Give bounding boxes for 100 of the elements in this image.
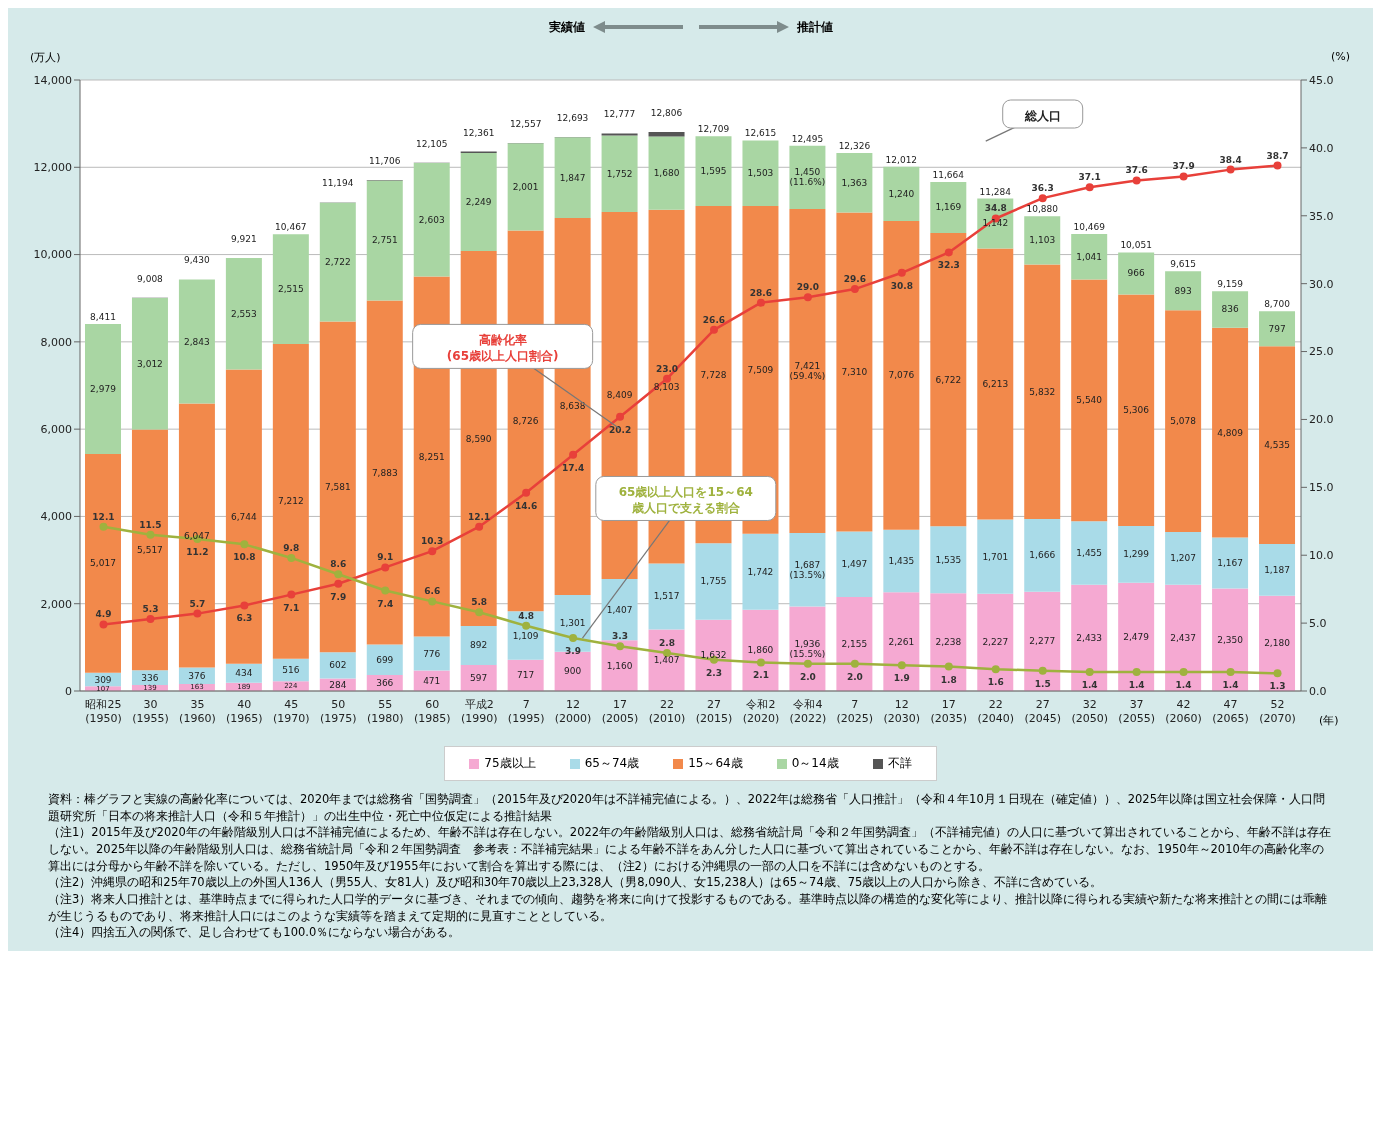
data-label: 7,310 bbox=[841, 367, 868, 378]
point bbox=[193, 609, 202, 618]
total-label: 9,615 bbox=[1170, 259, 1196, 270]
y-tick-label: 14,000 bbox=[33, 73, 72, 87]
data-label: 2,227 bbox=[982, 637, 1009, 648]
y-tick-label: 8,000 bbox=[40, 335, 72, 349]
bar bbox=[1024, 264, 1061, 519]
x-tick-label: 55 (1980) bbox=[366, 698, 404, 725]
total-label: 9,008 bbox=[137, 273, 164, 284]
point bbox=[381, 563, 390, 572]
x-tick-label: 35 (1960) bbox=[179, 698, 216, 725]
bar bbox=[883, 529, 920, 593]
point bbox=[287, 553, 296, 562]
data-label: 2,603 bbox=[418, 214, 445, 225]
data-label: 7,581 bbox=[324, 481, 351, 492]
bar bbox=[85, 453, 121, 673]
data-label: 7,728 bbox=[700, 369, 727, 380]
x-tick-label: 27 (2015) bbox=[695, 698, 733, 725]
total-label: 12,615 bbox=[744, 128, 777, 139]
data-label: 1,207 bbox=[1170, 553, 1196, 564]
point bbox=[475, 608, 484, 617]
data-label: 1.4 bbox=[1081, 679, 1098, 690]
point bbox=[1226, 165, 1235, 174]
data-label: 12.1 bbox=[92, 511, 115, 522]
data-label: 2,261 bbox=[888, 636, 915, 647]
total-label: 12,361 bbox=[462, 127, 495, 138]
data-label: 8,409 bbox=[606, 390, 633, 401]
x-tick-label: 32 (2050) bbox=[1071, 698, 1108, 725]
data-label: 2,843 bbox=[184, 336, 210, 347]
bar bbox=[742, 609, 779, 691]
data-label: 2,155 bbox=[841, 638, 868, 649]
data-label: 4,535 bbox=[1264, 440, 1290, 451]
bar bbox=[85, 323, 121, 454]
point bbox=[850, 659, 859, 668]
y2-tick-label: 35.0 bbox=[1309, 209, 1334, 223]
bar bbox=[836, 153, 873, 213]
bar bbox=[648, 132, 685, 137]
point bbox=[1273, 161, 1282, 170]
y2-tick-label: 20.0 bbox=[1309, 413, 1334, 427]
bar bbox=[1071, 584, 1108, 691]
data-label: 23.0 bbox=[655, 363, 679, 374]
bar bbox=[131, 298, 168, 430]
data-label: 10.3 bbox=[421, 536, 444, 547]
data-label: 1,407 bbox=[606, 604, 633, 615]
y2-tick-label: 15.0 bbox=[1309, 481, 1334, 495]
y-tick-label: 4,000 bbox=[40, 510, 72, 524]
data-label: 2,238 bbox=[935, 637, 962, 648]
point bbox=[240, 540, 249, 549]
total-label: 12,777 bbox=[603, 109, 636, 120]
bar bbox=[460, 626, 497, 665]
point bbox=[944, 662, 953, 671]
x-tick-label: 7 (1995) bbox=[507, 698, 545, 725]
y2-tick-label: 5.0 bbox=[1309, 617, 1327, 631]
x-tick-label: 42 (2060) bbox=[1165, 698, 1202, 725]
data-label: 900 bbox=[564, 666, 582, 677]
bar bbox=[930, 593, 967, 691]
bar bbox=[1212, 327, 1249, 538]
data-label: 38.4 bbox=[1219, 154, 1242, 165]
data-label: 966 bbox=[1127, 268, 1146, 279]
data-label: 2,433 bbox=[1076, 632, 1103, 643]
bar bbox=[930, 181, 967, 233]
bar bbox=[1259, 346, 1296, 545]
point bbox=[756, 658, 765, 667]
data-label: 1,755 bbox=[700, 576, 727, 587]
data-label: 1,301 bbox=[559, 618, 586, 629]
data-label: 2.0 bbox=[799, 671, 816, 682]
x-tick-label: 17 (2005) bbox=[601, 698, 639, 725]
bar bbox=[1259, 595, 1296, 691]
point bbox=[99, 522, 108, 531]
data-label: 1,109 bbox=[512, 630, 539, 641]
bar bbox=[789, 532, 826, 607]
point bbox=[287, 590, 296, 599]
data-label: 1.3 bbox=[1269, 681, 1286, 692]
data-label: 797 bbox=[1268, 323, 1286, 334]
data-label: 2,180 bbox=[1264, 638, 1291, 649]
data-label: 7,883 bbox=[371, 467, 398, 478]
data-label: 29.6 bbox=[843, 274, 866, 285]
bar bbox=[695, 543, 732, 620]
data-label: 1,160 bbox=[606, 660, 633, 671]
y2-tick-label: 40.0 bbox=[1309, 141, 1334, 155]
bar bbox=[1212, 588, 1249, 691]
data-label: 8,251 bbox=[418, 451, 445, 462]
data-label: 2,515 bbox=[277, 284, 304, 295]
bar bbox=[1212, 537, 1249, 589]
bar bbox=[319, 321, 356, 653]
data-label: 1,595 bbox=[700, 166, 727, 177]
x-tick-label: 22 (2010) bbox=[648, 698, 686, 725]
data-label: 6.3 bbox=[236, 613, 253, 624]
data-label: 2,001 bbox=[512, 181, 539, 192]
data-label: 37.6 bbox=[1125, 165, 1148, 176]
bar bbox=[272, 343, 309, 659]
bar bbox=[225, 258, 262, 370]
data-label: 434 bbox=[235, 668, 253, 679]
data-label: 34.8 bbox=[984, 203, 1007, 214]
data-label: 2,751 bbox=[371, 235, 398, 246]
total-label: 9,921 bbox=[231, 234, 257, 245]
legend-label: 不詳 bbox=[886, 755, 912, 772]
point bbox=[803, 659, 812, 668]
x-tick-label: 50 (1975) bbox=[320, 698, 357, 725]
total-label: 8,700 bbox=[1264, 299, 1291, 310]
